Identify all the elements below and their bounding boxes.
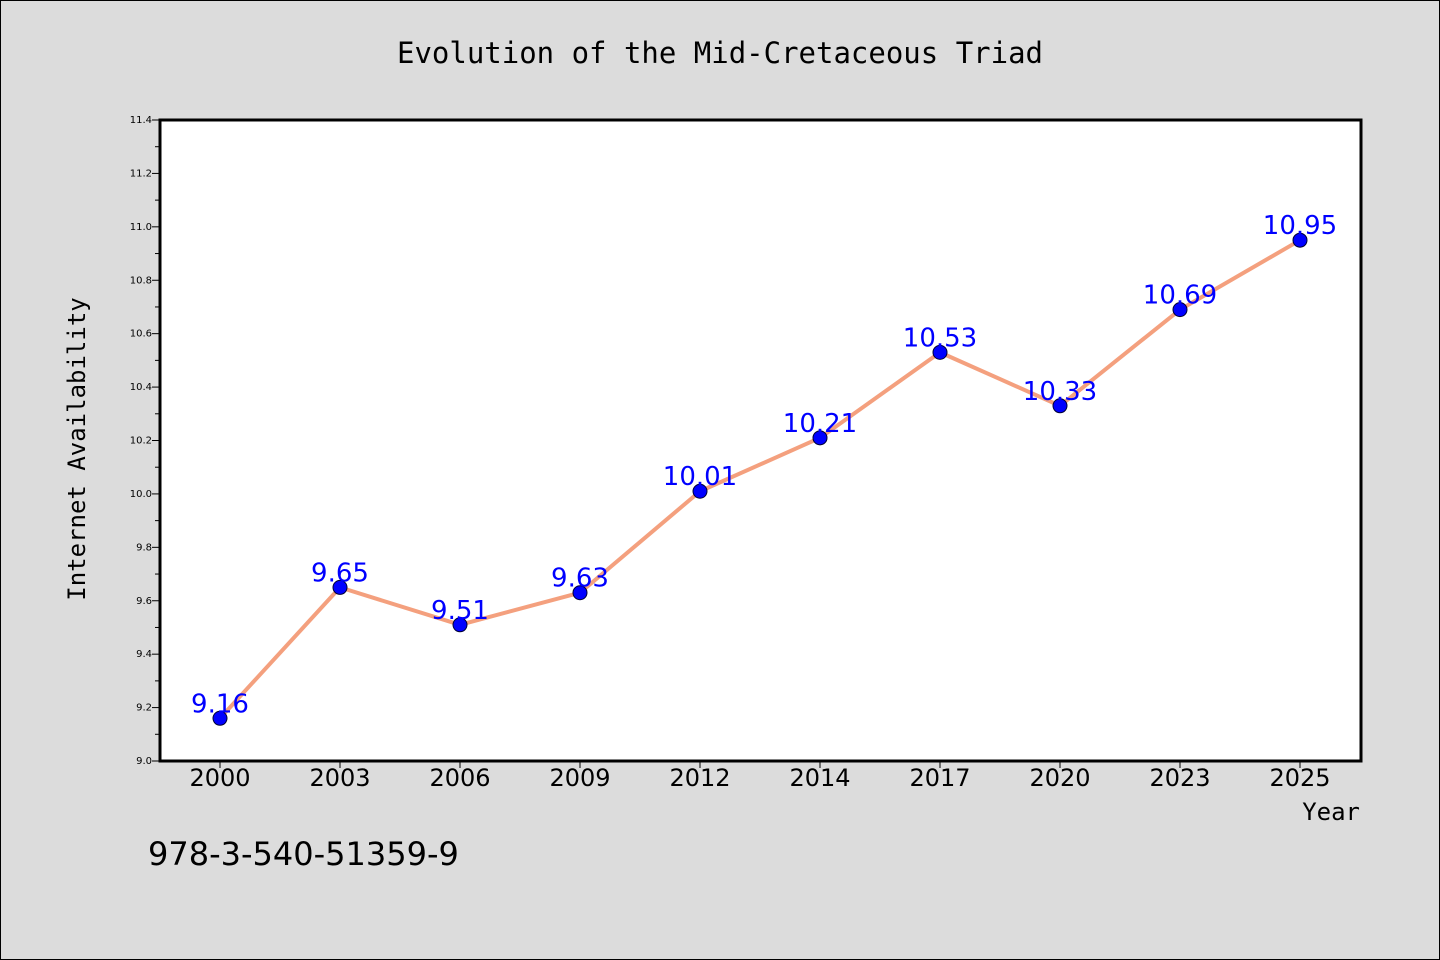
y-tick-label: 9.0 [136, 756, 152, 767]
series-markers [212, 232, 1308, 726]
data-point [812, 430, 828, 446]
data-labels: 9.16 9.65 9.51 9.63 10.01 10.21 10.53 10.33 10.6… [191, 211, 1337, 719]
data-label: 9.63 [551, 564, 609, 594]
y-tick-label: 11.0 [130, 222, 152, 233]
series-line [218, 238, 1302, 720]
data-label: 10.53 [903, 323, 977, 353]
x-tick-label: 2003 [309, 764, 370, 792]
x-tick-label: 2025 [1269, 764, 1330, 792]
chart-title: Evolution of the Mid-Cretaceous Triad [397, 36, 1043, 70]
data-point [1292, 232, 1308, 248]
y-tick-label: 10.0 [130, 489, 152, 500]
data-label: 9.16 [191, 689, 249, 719]
data-point [452, 617, 468, 633]
y-tick-label: 10.6 [130, 329, 152, 340]
y-tick-label: 9.4 [136, 649, 152, 660]
data-label: 10.95 [1263, 211, 1337, 241]
x-tick-label: 2006 [429, 764, 490, 792]
x-tick-label: 2020 [1029, 764, 1090, 792]
y-tick-label: 10.8 [130, 275, 152, 286]
y-tick-label: 9.2 [136, 703, 152, 714]
data-point [212, 710, 228, 726]
data-label: 10.33 [1023, 377, 1097, 407]
data-label: 10.01 [663, 462, 737, 492]
x-tick-label: 2023 [1149, 764, 1210, 792]
x-tick-label: 2012 [669, 764, 730, 792]
y-axis-label: Internet Availability [63, 297, 91, 600]
data-label: 9.65 [311, 558, 369, 588]
y-axis: 9.0 9.2 9.4 9.6 9.8 10.0 10.2 10.4 10.6 10.8 11.0 1… [130, 115, 160, 767]
data-label: 9.51 [431, 596, 489, 626]
x-axis-label: Year [1302, 798, 1360, 826]
y-tick-label: 10.4 [130, 382, 152, 393]
data-label: 10.21 [783, 409, 857, 439]
data-point [692, 483, 708, 499]
y-tick-label: 11.4 [130, 115, 152, 126]
y-tick-label: 11.2 [130, 168, 152, 179]
x-tick-label: 2014 [789, 764, 850, 792]
y-tick-label: 9.6 [136, 596, 152, 607]
data-point [332, 579, 348, 595]
x-axis: 2000 2003 2006 2009 2012 2014 2017 2020 2023 2025 [189, 761, 1331, 792]
plot-area [158, 118, 1363, 763]
data-label: 10.69 [1143, 281, 1217, 311]
x-tick-label: 2000 [189, 764, 250, 792]
data-point [572, 585, 588, 601]
x-tick-label: 2009 [549, 764, 610, 792]
y-tick-label: 10.2 [130, 436, 152, 447]
isbn-footer: 978-3-540-51359-9 [148, 835, 459, 873]
y-tick-label: 9.8 [136, 542, 152, 553]
data-point [932, 344, 948, 360]
x-tick-label: 2017 [909, 764, 970, 792]
data-point [1172, 302, 1188, 318]
data-point [1052, 398, 1068, 414]
